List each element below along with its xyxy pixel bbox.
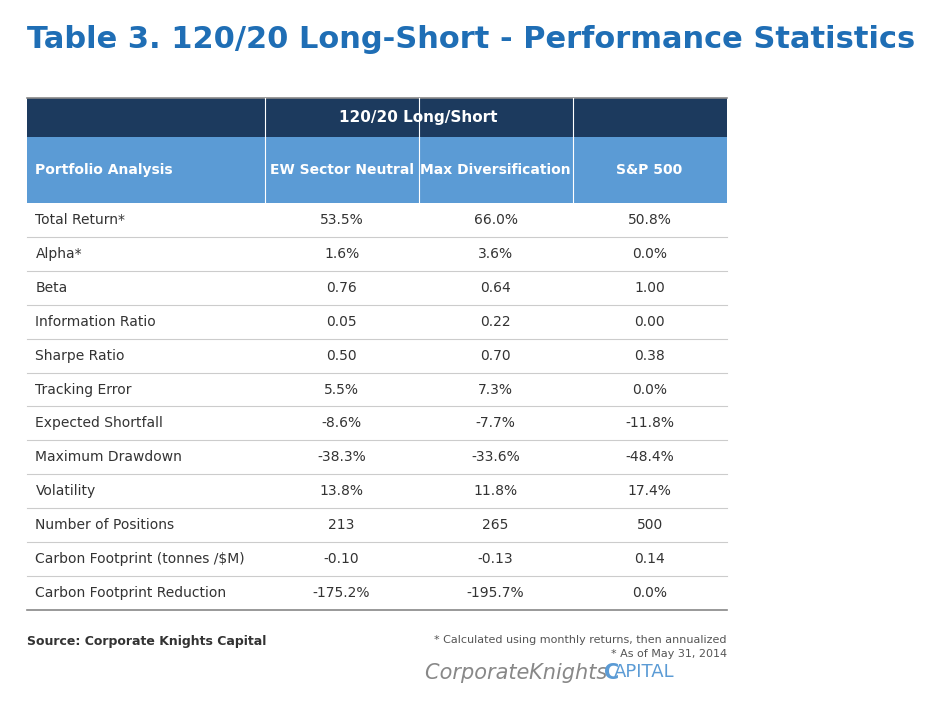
Text: 0.64: 0.64 bbox=[480, 281, 510, 295]
Text: Corporate: Corporate bbox=[425, 663, 535, 682]
Text: 5.5%: 5.5% bbox=[324, 383, 358, 396]
Text: 500: 500 bbox=[636, 518, 662, 532]
Text: 0.70: 0.70 bbox=[480, 348, 510, 362]
Text: -175.2%: -175.2% bbox=[313, 587, 370, 600]
Text: 120/20 Long/Short: 120/20 Long/Short bbox=[339, 110, 497, 125]
Text: 0.05: 0.05 bbox=[326, 314, 357, 329]
Text: Source: Corporate Knights Capital: Source: Corporate Knights Capital bbox=[26, 634, 266, 648]
Text: 66.0%: 66.0% bbox=[473, 213, 517, 227]
Text: 0.0%: 0.0% bbox=[632, 247, 666, 261]
Text: APITAL: APITAL bbox=[613, 663, 673, 680]
Text: 265: 265 bbox=[482, 518, 508, 532]
Text: 17.4%: 17.4% bbox=[627, 484, 671, 498]
Text: Volatility: Volatility bbox=[36, 484, 95, 498]
Text: 0.22: 0.22 bbox=[480, 314, 510, 329]
Text: 0.76: 0.76 bbox=[326, 281, 357, 295]
Text: 0.00: 0.00 bbox=[634, 314, 665, 329]
FancyBboxPatch shape bbox=[26, 137, 725, 203]
Text: -7.7%: -7.7% bbox=[475, 417, 515, 431]
Text: Knights: Knights bbox=[529, 663, 613, 682]
Text: Total Return*: Total Return* bbox=[36, 213, 125, 227]
Text: -195.7%: -195.7% bbox=[466, 587, 524, 600]
Text: -33.6%: -33.6% bbox=[471, 450, 519, 465]
Text: -38.3%: -38.3% bbox=[317, 450, 366, 465]
Text: -0.13: -0.13 bbox=[477, 552, 513, 566]
Text: Beta: Beta bbox=[36, 281, 67, 295]
Text: Carbon Footprint Reduction: Carbon Footprint Reduction bbox=[36, 587, 227, 600]
Text: 50.8%: 50.8% bbox=[627, 213, 671, 227]
Text: -11.8%: -11.8% bbox=[624, 417, 673, 431]
Text: 13.8%: 13.8% bbox=[319, 484, 363, 498]
Text: 53.5%: 53.5% bbox=[319, 213, 363, 227]
Text: * As of May 31, 2014: * As of May 31, 2014 bbox=[610, 649, 725, 658]
Text: 0.38: 0.38 bbox=[634, 348, 665, 362]
Text: C: C bbox=[603, 663, 619, 682]
Text: 1.00: 1.00 bbox=[634, 281, 665, 295]
Text: Carbon Footprint (tonnes /$M): Carbon Footprint (tonnes /$M) bbox=[36, 552, 245, 566]
Text: 1.6%: 1.6% bbox=[324, 247, 358, 261]
Text: * Calculated using monthly returns, then annualized: * Calculated using monthly returns, then… bbox=[433, 634, 725, 644]
Text: -8.6%: -8.6% bbox=[321, 417, 361, 431]
Text: Information Ratio: Information Ratio bbox=[36, 314, 156, 329]
Text: S&P 500: S&P 500 bbox=[616, 163, 682, 177]
Text: 0.0%: 0.0% bbox=[632, 587, 666, 600]
Text: Alpha*: Alpha* bbox=[36, 247, 82, 261]
Text: Maximum Drawdown: Maximum Drawdown bbox=[36, 450, 183, 465]
Text: Sharpe Ratio: Sharpe Ratio bbox=[36, 348, 124, 362]
Text: 7.3%: 7.3% bbox=[477, 383, 513, 396]
FancyBboxPatch shape bbox=[26, 98, 725, 137]
Text: Tracking Error: Tracking Error bbox=[36, 383, 132, 396]
Text: -48.4%: -48.4% bbox=[624, 450, 673, 465]
Text: 213: 213 bbox=[328, 518, 355, 532]
Text: 3.6%: 3.6% bbox=[477, 247, 513, 261]
Text: -0.10: -0.10 bbox=[324, 552, 359, 566]
Text: 0.50: 0.50 bbox=[326, 348, 357, 362]
Text: Max Diversification: Max Diversification bbox=[420, 163, 570, 177]
Text: Portfolio Analysis: Portfolio Analysis bbox=[36, 163, 173, 177]
Text: Number of Positions: Number of Positions bbox=[36, 518, 174, 532]
Text: 0.0%: 0.0% bbox=[632, 383, 666, 396]
Text: 0.14: 0.14 bbox=[634, 552, 665, 566]
Text: Expected Shortfall: Expected Shortfall bbox=[36, 417, 163, 431]
Text: EW Sector Neutral: EW Sector Neutral bbox=[270, 163, 413, 177]
Text: 11.8%: 11.8% bbox=[473, 484, 517, 498]
Text: Table 3. 120/20 Long-Short - Performance Statistics: Table 3. 120/20 Long-Short - Performance… bbox=[26, 25, 914, 54]
